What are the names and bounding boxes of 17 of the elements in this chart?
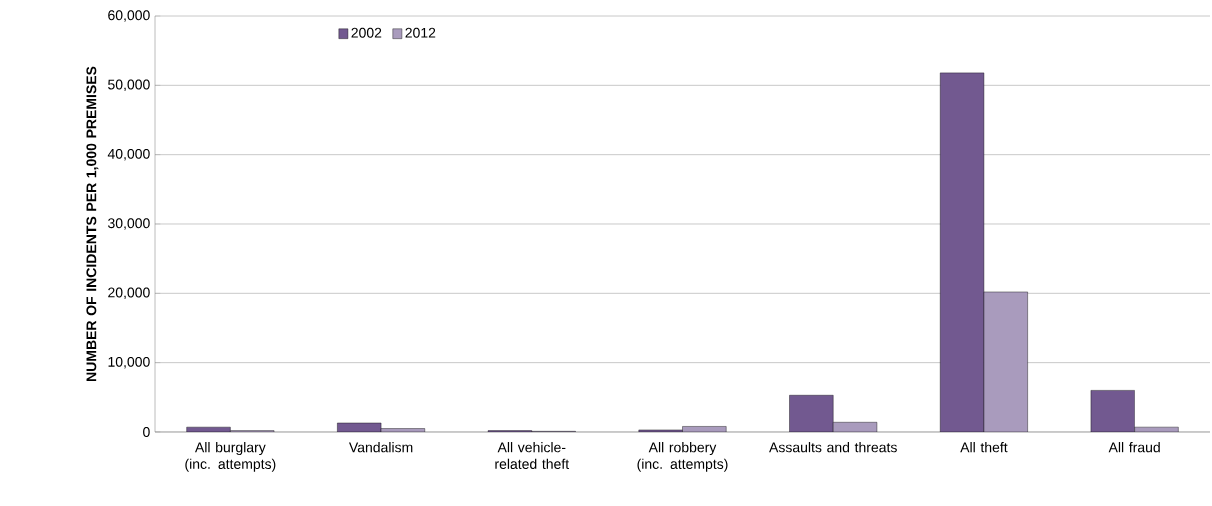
y-axis-title: NUMBER OF INCIDENTS PER 1,000 PREMISES (86, 66, 99, 381)
x-tick-label: All robbery (inc. attempts) (637, 442, 728, 472)
x-tick-label: All vehicle-related theft (495, 442, 570, 469)
x-tick-label: Vandalism (348, 442, 413, 453)
x-tick-label: All burglary (inc. attempts) (185, 442, 276, 472)
x-tick-label: All fraud (1108, 442, 1160, 453)
x-tick-label: Assaults and threats (769, 442, 897, 453)
y-tick-label: 10,000 (108, 356, 150, 369)
y-tick-label: 0 (143, 427, 150, 437)
y-tick-label: 30,000 (108, 218, 150, 230)
y-tick-label: 50,000 (108, 79, 150, 92)
legend-label: 2012 (405, 27, 436, 38)
x-tick-label: All theft (960, 442, 1008, 453)
y-tick-label: 20,000 (108, 287, 150, 300)
y-tick-label: 40,000 (107, 148, 150, 161)
y-tick-label: 60,000 (108, 10, 150, 22)
legend-label: 2002 (351, 27, 382, 38)
